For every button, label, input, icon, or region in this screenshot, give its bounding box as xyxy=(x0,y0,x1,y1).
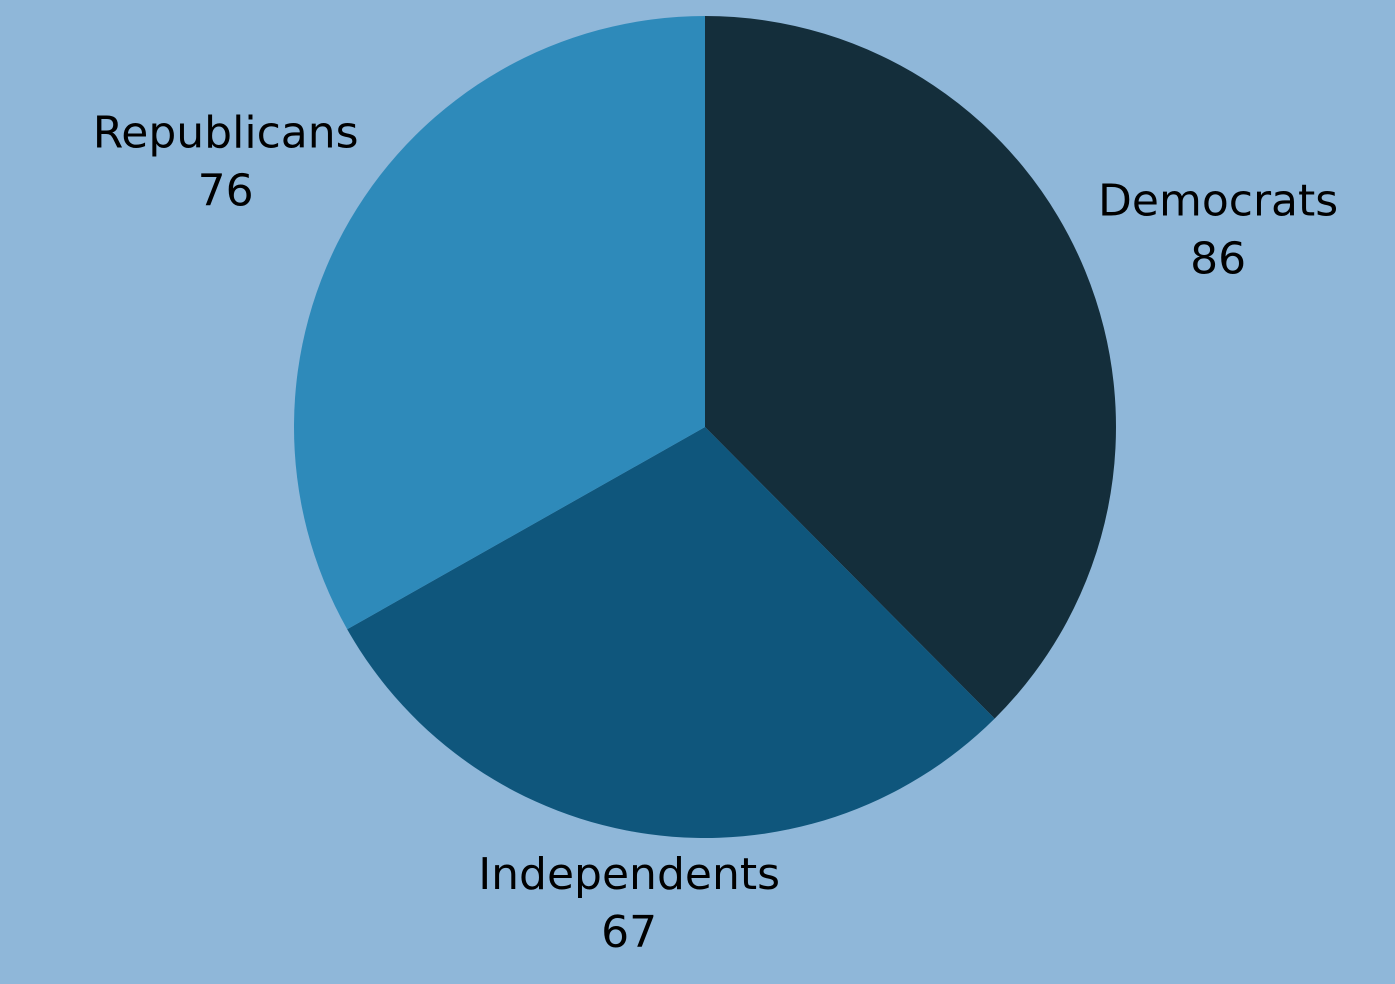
slice-label-republicans: Republicans xyxy=(93,107,359,158)
slice-label-independents: Independents xyxy=(478,849,780,900)
pie-slice-independents xyxy=(347,427,995,838)
slice-value-independents: 67 xyxy=(601,907,657,958)
slice-value-democrats: 86 xyxy=(1190,233,1246,284)
slice-label-democrats: Democrats xyxy=(1098,175,1338,226)
pie-slice-republicans xyxy=(293,16,705,630)
pie-slice-democrats xyxy=(705,16,1116,719)
slice-value-republicans: 76 xyxy=(198,165,254,216)
